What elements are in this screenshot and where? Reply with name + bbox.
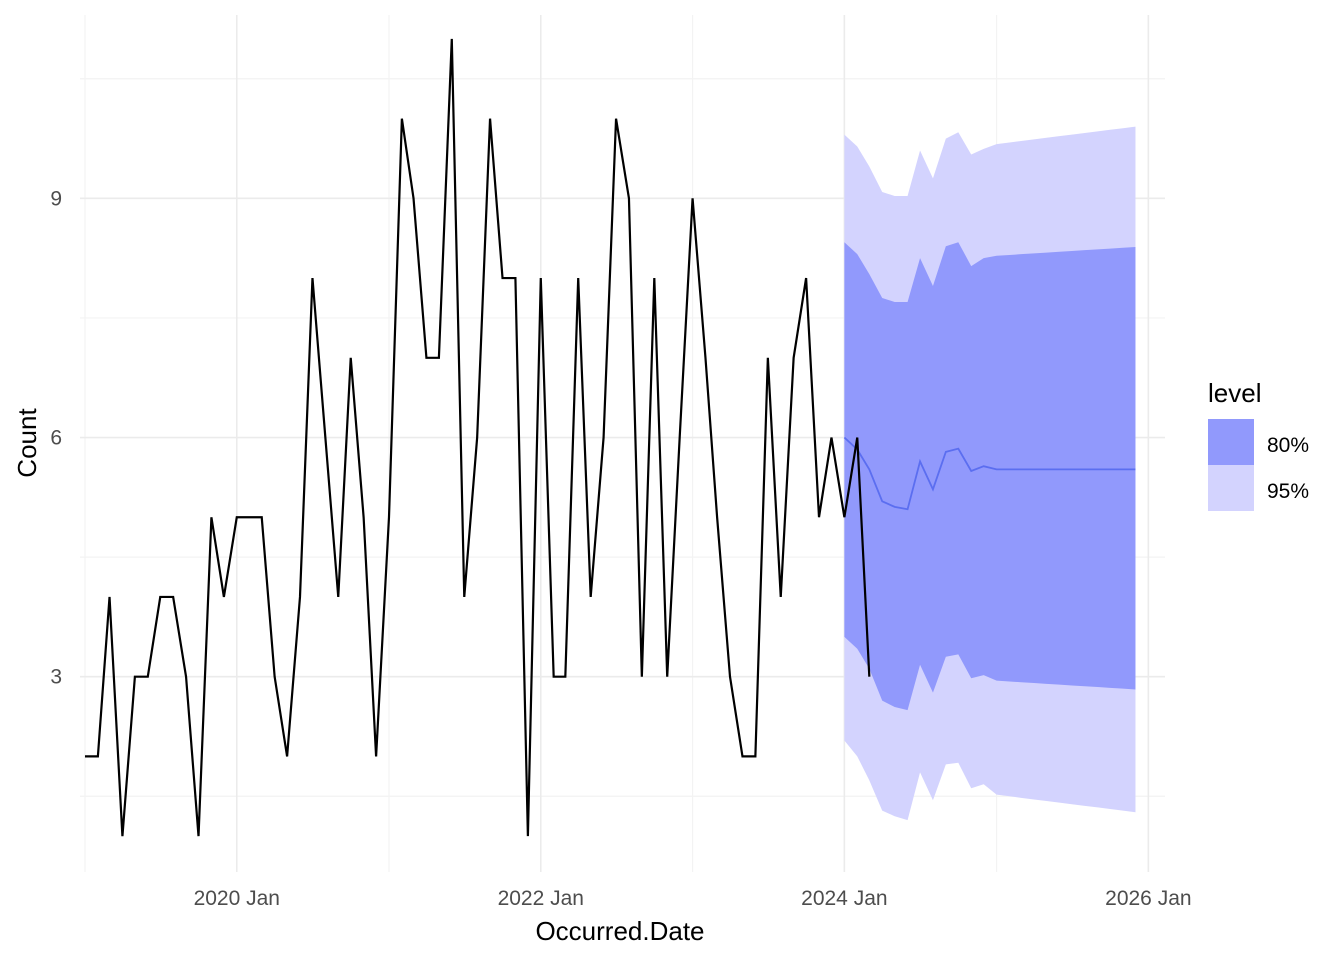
forecast-bands xyxy=(844,126,1136,821)
x-tick-label: 2022 Jan xyxy=(498,887,584,910)
legend-title: level xyxy=(1208,378,1261,408)
observed-line xyxy=(84,38,871,837)
legend-label-80: 80% xyxy=(1267,434,1309,457)
y-axis-tick-labels: 3 6 9 xyxy=(50,187,62,688)
y-axis-title: Count xyxy=(12,408,42,478)
x-axis-tick-labels: 2020 Jan 2022 Jan 2024 Jan 2026 Jan xyxy=(194,887,1192,910)
x-tick-label: 2020 Jan xyxy=(194,887,280,910)
y-tick-label: 9 xyxy=(50,187,62,210)
x-tick-label: 2026 Jan xyxy=(1105,887,1191,910)
x-tick-label: 2024 Jan xyxy=(801,887,887,910)
y-tick-label: 6 xyxy=(50,427,62,450)
x-axis-title: Occurred.Date xyxy=(535,916,704,946)
y-tick-label: 3 xyxy=(50,666,62,689)
legend-key-80 xyxy=(1208,419,1254,465)
legend-key-95 xyxy=(1208,465,1254,511)
series-lines xyxy=(84,38,1136,837)
forecast-mean-line xyxy=(843,436,1136,511)
legend-label-95: 95% xyxy=(1267,480,1309,503)
legend: level 80% 95% xyxy=(1208,378,1309,511)
band-80 xyxy=(844,242,1136,711)
